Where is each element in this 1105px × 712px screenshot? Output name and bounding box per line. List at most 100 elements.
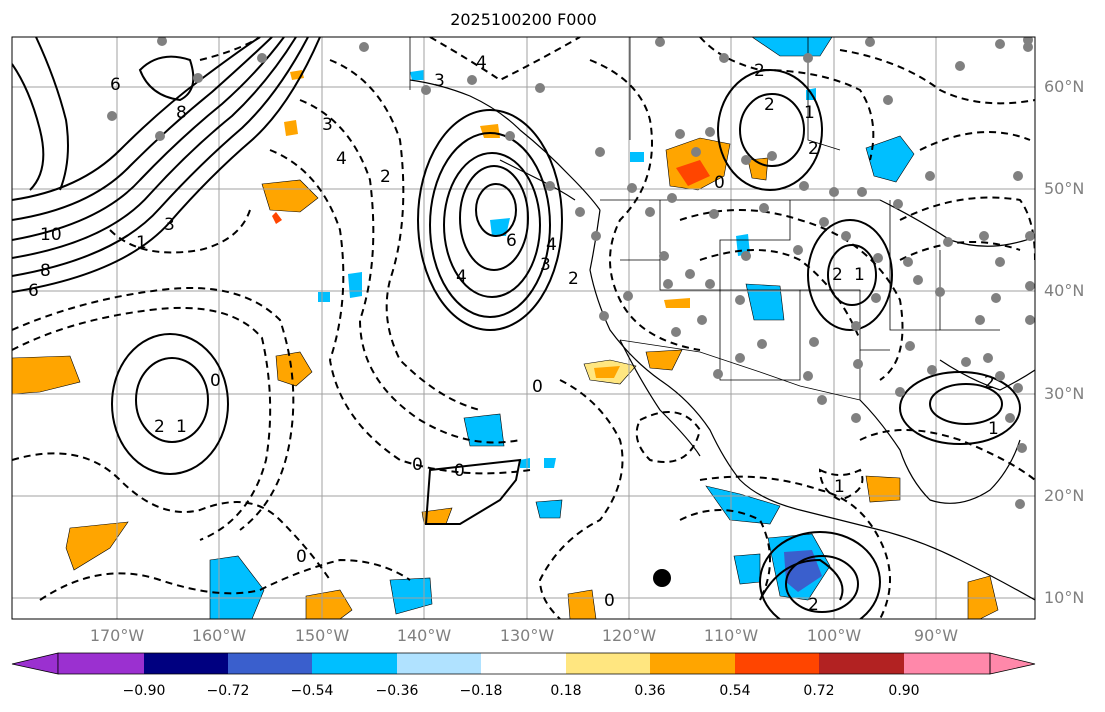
colorbar-bin [650, 653, 735, 674]
anomaly-region [645, 349, 683, 371]
contour-label: 4 [476, 53, 487, 73]
colorbar-tick-label: 0.36 [634, 683, 666, 699]
contour-label: 6 [110, 75, 121, 95]
contour-label: 2 [764, 95, 775, 115]
anomaly-region [284, 120, 298, 136]
anomaly-region [490, 218, 510, 236]
colorbar-tick-label: 0.90 [888, 683, 920, 699]
contour-label: 6 [28, 281, 39, 301]
anomaly-region [594, 366, 620, 378]
anomaly-region [272, 212, 282, 224]
lon-label: 120°W [601, 626, 657, 645]
contour-label: 1 [988, 419, 999, 439]
colorbar-bin [566, 653, 650, 674]
lon-label: 130°W [499, 626, 555, 645]
colorbar-bin [312, 653, 397, 674]
contour-label: 2 [808, 595, 819, 615]
contour-label: 0 [714, 173, 725, 193]
storm-center-dot [653, 569, 671, 587]
contour-label: 3 [540, 255, 551, 275]
contour-label: 4 [336, 149, 347, 169]
anomaly-region [463, 413, 505, 447]
colorbar-tick-label: 0.18 [550, 683, 582, 699]
anomaly-region [567, 589, 597, 619]
graticule [12, 37, 1035, 619]
contour-label: 4 [546, 235, 557, 255]
anomaly-shading [12, 37, 999, 619]
contour-label: 2 [832, 265, 843, 285]
anomaly-region [275, 351, 313, 387]
anomaly-region [209, 555, 265, 619]
anomaly-region [65, 521, 129, 571]
colorbar-tick-label: −0.36 [375, 683, 419, 699]
contour-label: 0 [532, 377, 543, 397]
anomaly-region [480, 124, 500, 138]
contour-label: 2 [380, 167, 391, 187]
lat-label: 40°N [1044, 281, 1085, 300]
anomaly-region [389, 577, 433, 615]
lon-label: 110°W [703, 626, 759, 645]
anomaly-region [410, 70, 424, 80]
lon-label: 150°W [294, 626, 350, 645]
colorbar-bin [397, 653, 481, 674]
contour-label: 0 [296, 547, 307, 567]
anomaly-region [630, 152, 644, 162]
colorbar-tick-label: −0.72 [206, 683, 250, 699]
map-frame [11, 36, 1036, 620]
colorbar-tick-label: 0.54 [719, 683, 751, 699]
anomaly-region [664, 298, 690, 308]
colorbar-extend-low [11, 652, 59, 675]
colorbar-tick-label: −0.54 [290, 683, 334, 699]
contour-label: 6 [506, 231, 517, 251]
anomaly-region [318, 292, 330, 302]
colorbar-tick-label: −0.90 [122, 683, 166, 699]
lat-label: 60°N [1044, 77, 1085, 96]
anomaly-region [745, 283, 785, 321]
colorbar-bin [819, 653, 904, 674]
contour-label: 10 [40, 225, 62, 245]
map-title: 2025100200 F000 [450, 10, 597, 29]
anomaly-region [12, 355, 81, 395]
anomaly-region [348, 272, 362, 298]
anomaly-region [751, 37, 833, 57]
colorbar [11, 652, 1036, 675]
contour-label: 3 [164, 215, 175, 235]
contour-label: 0 [454, 461, 465, 481]
colorbar-bin [735, 653, 819, 674]
lon-label: 140°W [396, 626, 452, 645]
lon-label: 170°W [89, 626, 145, 645]
contour-label: 0 [604, 591, 615, 611]
lat-label: 50°N [1044, 179, 1085, 198]
colorbar-bin [58, 653, 144, 674]
lon-label: 100°W [806, 626, 862, 645]
contour-label: 1 [834, 477, 845, 497]
contour-label: 1 [854, 265, 865, 285]
contour-label: 0 [210, 371, 221, 391]
lon-label: 160°W [191, 626, 247, 645]
station-markers [107, 37, 1035, 509]
contour-label: 2 [154, 417, 165, 437]
contour-label: 2 [984, 373, 995, 393]
contour-labels: 10 8 6 8 6 4 4 3 2 0 2 1 0 0 0 0 2 2 1 0… [28, 53, 999, 615]
contour-label: 8 [176, 103, 187, 123]
anomaly-region [305, 589, 353, 619]
anomaly-region [544, 458, 556, 468]
colorbar-bin [904, 653, 990, 674]
colorbar-tick-label: 0.72 [803, 683, 835, 699]
contour-label: 4 [456, 267, 467, 287]
anomaly-region [676, 160, 710, 186]
contour-label: 3 [322, 115, 333, 135]
contour-label: 2 [754, 61, 765, 81]
lat-label: 30°N [1044, 384, 1085, 403]
contour-label: 0 [412, 455, 423, 475]
contour-label: 2 [568, 269, 579, 289]
contour-label: 1 [804, 103, 815, 123]
anomaly-region [747, 157, 769, 181]
contour-label: 1 [136, 233, 147, 253]
colorbar-extend-high [989, 652, 1036, 675]
colorbar-tick-label: −0.18 [459, 683, 503, 699]
dashed-contours [12, 37, 1035, 619]
anomaly-region [865, 475, 901, 503]
political-borders [409, 37, 1000, 401]
